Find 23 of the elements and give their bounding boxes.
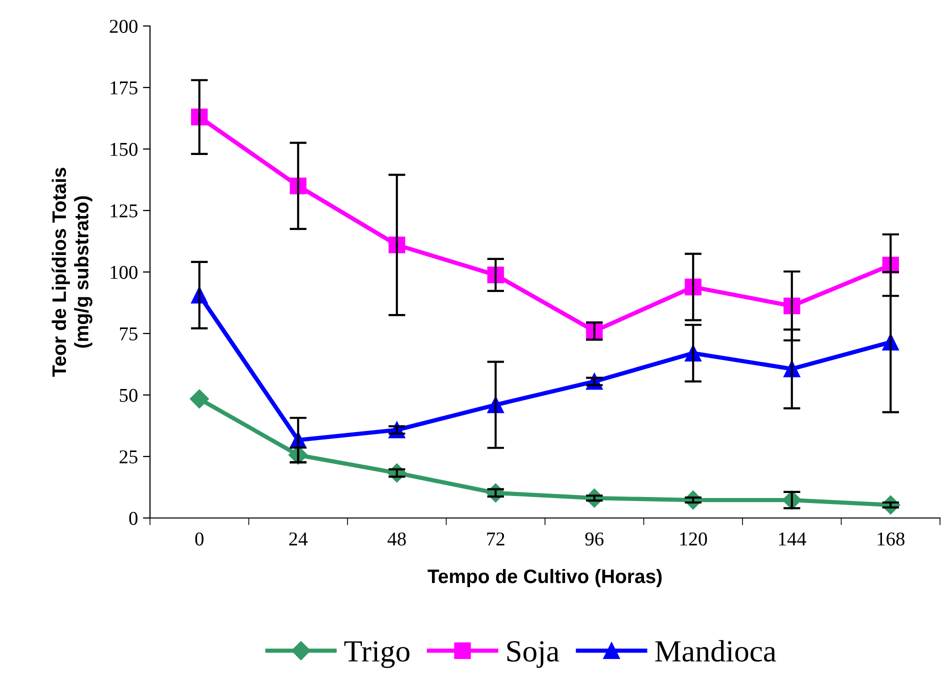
y-tick-label: 0 bbox=[129, 512, 138, 525]
y-tick-label: 200 bbox=[110, 20, 138, 33]
y-tick-label: 125 bbox=[110, 204, 138, 218]
x-tick-label: 24 bbox=[289, 532, 308, 546]
point bbox=[190, 389, 209, 408]
x-tick-label: 48 bbox=[388, 532, 406, 546]
x-tick-label: 0 bbox=[195, 532, 204, 546]
x-tick-label: 120 bbox=[680, 532, 707, 546]
y-axis-title: Teor de Lipídios Totais (mg/g substrato) bbox=[52, 168, 92, 377]
x-tick-label: 96 bbox=[585, 532, 604, 546]
x-tick-label: 72 bbox=[487, 532, 504, 546]
y-tick-label: 100 bbox=[110, 266, 138, 279]
x-tick-label: 168 bbox=[878, 532, 904, 546]
x-axis-title: Tempo de Cultivo (Horas) bbox=[428, 568, 662, 588]
legend-label: Trigo bbox=[344, 641, 410, 668]
y-tick-label: 25 bbox=[120, 450, 138, 464]
y-tick-label: 75 bbox=[120, 328, 138, 340]
legend-label: Mandioca bbox=[655, 640, 776, 662]
y-tick-label: 175 bbox=[110, 81, 138, 94]
legend-label: Soja bbox=[507, 641, 560, 668]
y-tick-label: 150 bbox=[110, 142, 138, 156]
x-tick-label: 144 bbox=[779, 532, 806, 546]
y-tick-label: 50 bbox=[120, 388, 138, 402]
